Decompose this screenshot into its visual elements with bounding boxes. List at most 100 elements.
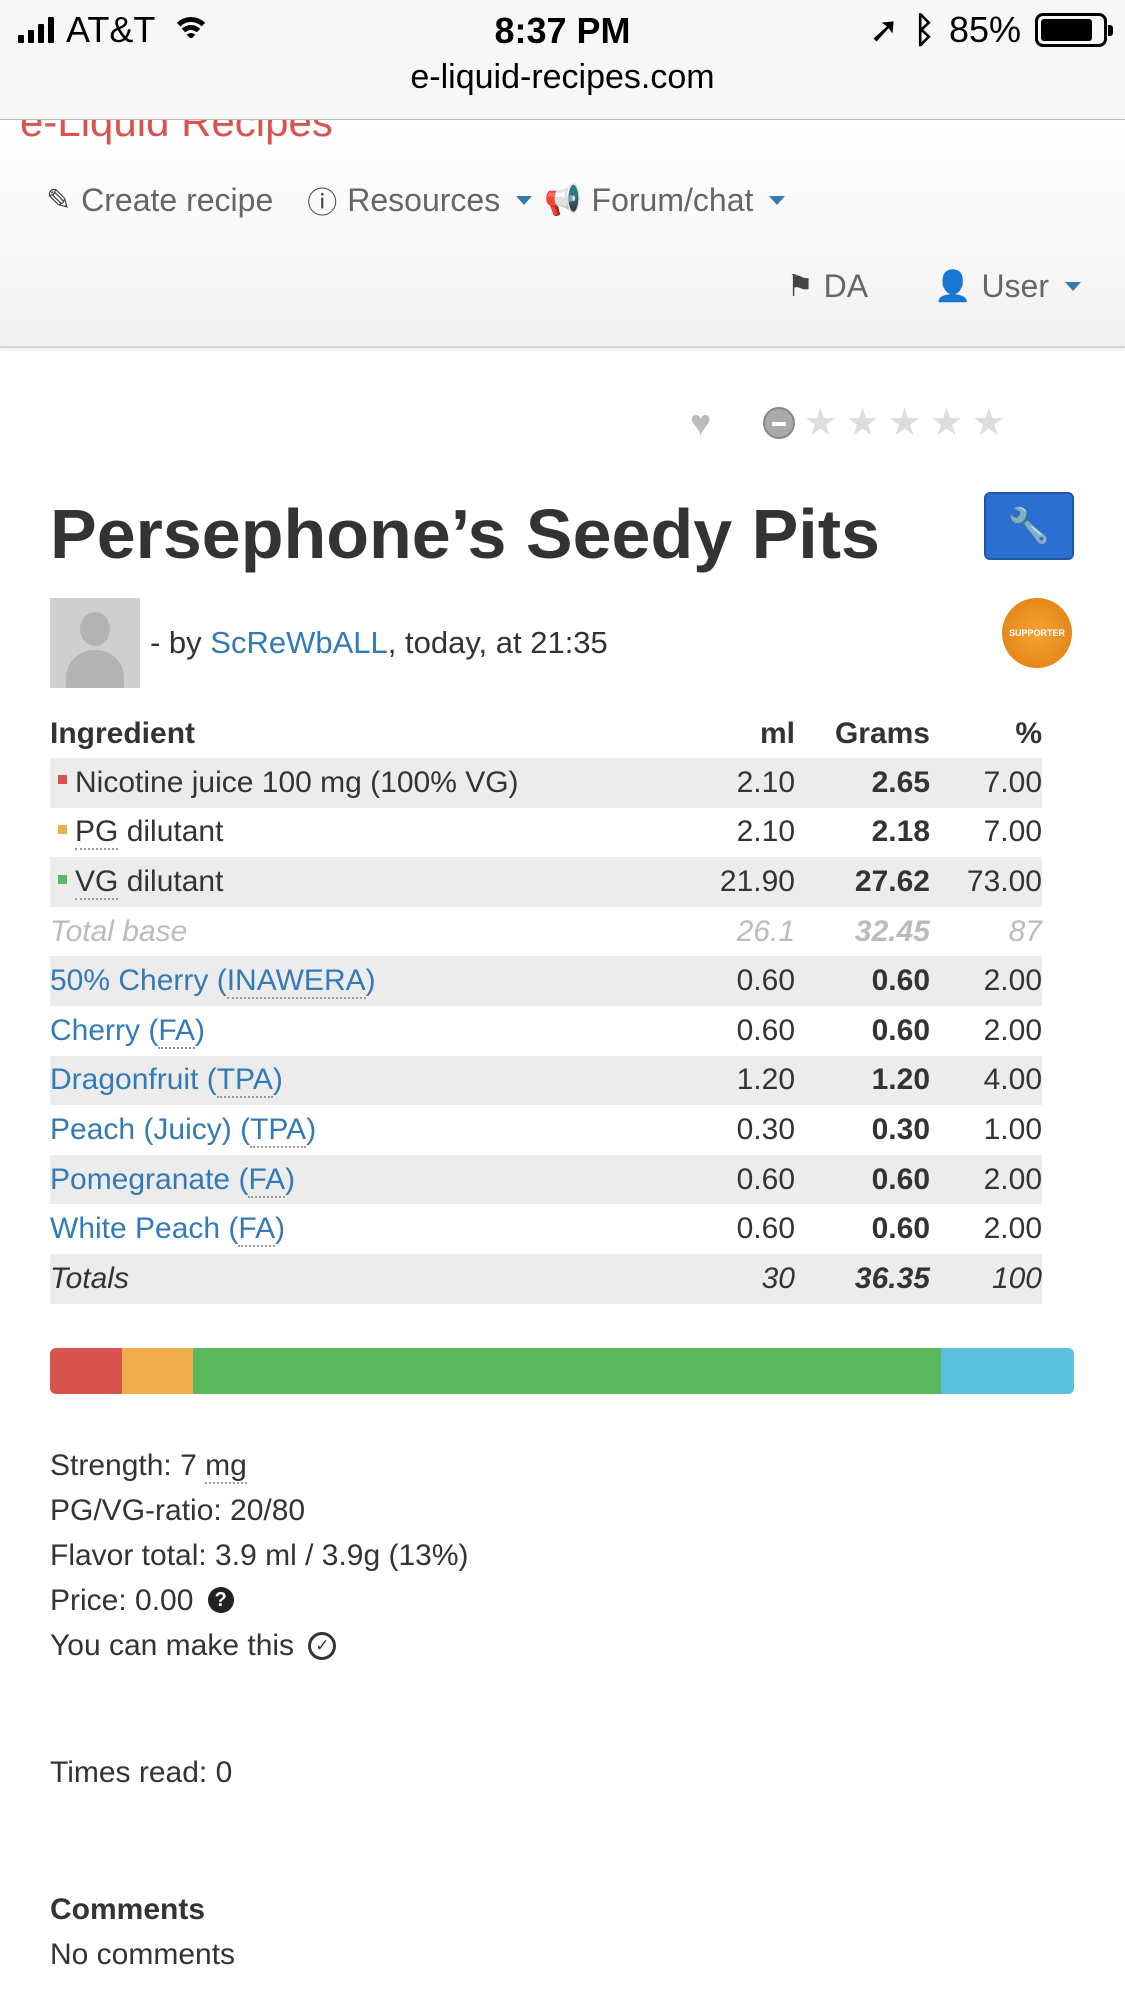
total-base-ml: 26.1: [736, 914, 795, 948]
flavor-ml: 0.60: [675, 956, 795, 1006]
author-link[interactable]: ScReWbALL: [210, 625, 388, 660]
site-navbar: e-Liquid Recipes ✎ Create recipe ⓘ Resou…: [0, 120, 1125, 348]
flavor-name: Cherry (: [50, 1013, 159, 1047]
flavor-vendor: FA: [248, 1162, 286, 1198]
address-bar-url[interactable]: e-liquid-recipes.com: [410, 58, 715, 96]
table-header-row: Ingredient ml Grams %: [50, 710, 1042, 758]
table-row: Nicotine juice 100 mg (100% VG) 2.10 2.6…: [50, 758, 1042, 808]
flavor-link[interactable]: Cherry (FA): [50, 1006, 675, 1056]
pencil-icon: ✎: [46, 183, 72, 217]
totals-ml: 30: [675, 1253, 795, 1304]
clock: 8:37 PM: [494, 10, 631, 51]
flavor-name: Peach (Juicy) (: [50, 1112, 251, 1146]
favorite-heart-icon[interactable]: ♥: [690, 401, 712, 443]
bluetooth-icon: ᛒ: [913, 9, 935, 50]
pg-abbr: PG: [75, 815, 119, 851]
flavor-vendor: TPA: [216, 1063, 273, 1099]
status-right: ➚ ᛒ 85%: [869, 9, 1113, 50]
star-icon[interactable]: ★: [803, 402, 838, 444]
nav-create-recipe[interactable]: ✎ Create recipe: [46, 182, 273, 219]
composition-bar: [50, 1348, 1074, 1394]
flavor-close: ): [275, 1212, 286, 1246]
recipe-date: , today, at 21:35: [387, 625, 608, 660]
info-icon: ⓘ: [307, 187, 338, 220]
flavor-name: 50% Cherry (: [50, 964, 227, 998]
flavor-close: ): [306, 1112, 317, 1146]
nav-resources[interactable]: ⓘ Resources: [307, 178, 533, 222]
nav-create-recipe-label: Create recipe: [81, 181, 274, 218]
ingredient-percent: 7.00: [930, 758, 1042, 808]
nav-user[interactable]: 👤 User: [934, 268, 1081, 305]
star-icon[interactable]: ★: [887, 402, 922, 444]
flavor-vendor: FA: [158, 1013, 196, 1049]
ingredient-ml: 2.10: [736, 815, 795, 849]
signal-icon: [18, 17, 54, 43]
avatar[interactable]: [50, 598, 140, 688]
ingredient-ml: 2.10: [675, 758, 795, 808]
totals-grams: 36.35: [795, 1253, 930, 1304]
strength-unit: mg: [205, 1449, 247, 1484]
flavor-percent: 2.00: [930, 956, 1042, 1006]
col-ml: ml: [759, 717, 795, 750]
user-icon: 👤: [934, 270, 972, 303]
price-line: Price: 0.00 ?: [50, 1578, 469, 1623]
nav-user-label: User: [981, 268, 1049, 304]
flavor-close: ): [285, 1162, 296, 1196]
flavor-link[interactable]: Pomegranate (FA): [50, 1154, 675, 1205]
flavor-close: ): [365, 964, 376, 998]
ingredient-grams: 2.65: [795, 758, 930, 808]
col-grams: Grams: [834, 717, 930, 750]
star-icon[interactable]: ★: [971, 402, 1006, 444]
star-icon[interactable]: ★: [845, 402, 880, 444]
flavor-link[interactable]: Peach (Juicy) (TPA): [50, 1105, 675, 1155]
totals-row: Totals 30 36.35 100: [50, 1253, 1042, 1304]
table-row: Peach (Juicy) (TPA) 0.30 0.30 1.00: [50, 1105, 1042, 1155]
supporter-badge: SUPPORTER: [1002, 598, 1072, 668]
flavor-percent: 1.00: [983, 1112, 1042, 1146]
flavor-close: ): [272, 1063, 283, 1097]
location-arrow-icon: ➚: [869, 9, 900, 50]
totals-label: Totals: [50, 1253, 675, 1304]
nav-language[interactable]: ⚑ DA: [787, 268, 868, 305]
totals-percent: 100: [930, 1253, 1042, 1304]
status-bar: AT&T 8:37 PM ➚ ᛒ 85% e-liquid-recipes.co…: [0, 0, 1125, 120]
ingredient-grams: 27.62: [795, 857, 930, 907]
flavor-grams: 0.60: [871, 1013, 930, 1047]
clear-rating-icon[interactable]: [763, 406, 796, 439]
edit-tools-button[interactable]: 🔧: [984, 492, 1074, 560]
pg-color-swatch: [58, 824, 67, 834]
star-icon[interactable]: ★: [929, 402, 964, 444]
flavor-vendor: FA: [238, 1212, 276, 1248]
flavor-ml: 1.20: [675, 1055, 795, 1106]
col-ingredient: Ingredient: [50, 717, 196, 750]
flavor-ml: 0.60: [736, 1212, 795, 1246]
strength-line: Strength: 7 mg: [50, 1443, 469, 1488]
flavor-ml: 0.30: [736, 1112, 795, 1146]
question-icon[interactable]: ?: [207, 1587, 234, 1613]
table-row: Cherry (FA) 0.60 0.60 2.00: [50, 1006, 1042, 1056]
site-brand[interactable]: e-Liquid Recipes: [20, 120, 333, 145]
flavor-link[interactable]: Dragonfruit (TPA): [50, 1055, 675, 1106]
flavor-vendor: TPA: [250, 1112, 307, 1148]
wrench-icon: 🔧: [1007, 507, 1051, 545]
ingredient-name: Nicotine juice 100 mg (100% VG): [75, 765, 519, 799]
bar-segment-pg: [121, 1348, 194, 1394]
nav-forum[interactable]: 📢 Forum/chat: [544, 182, 786, 219]
flavor-link[interactable]: 50% Cherry (INAWERA): [50, 956, 675, 1006]
status-left: AT&T: [18, 9, 212, 50]
flavor-ml: 0.60: [675, 1154, 795, 1205]
col-percent: %: [1015, 717, 1042, 750]
flavor-percent: 2.00: [930, 1154, 1042, 1205]
price-value: Price: 0.00: [50, 1584, 194, 1617]
supporter-badge-label: SUPPORTER: [1008, 628, 1065, 638]
carrier-label: AT&T: [66, 9, 156, 50]
recipe-info: Strength: 7 mg PG/VG-ratio: 20/80 Flavor…: [50, 1443, 469, 1668]
table-row: PG dilutant 2.10 2.18 7.00: [50, 808, 1042, 858]
flavor-link[interactable]: White Peach (FA): [50, 1204, 675, 1254]
bar-segment-nicotine: [50, 1348, 122, 1394]
flavor-vendor: INAWERA: [226, 964, 366, 1000]
bar-segment-flavor: [940, 1348, 1074, 1394]
chevron-down-icon: [1065, 282, 1081, 291]
chevron-down-icon: [769, 195, 786, 205]
comments-text: No comments: [50, 1938, 236, 1971]
